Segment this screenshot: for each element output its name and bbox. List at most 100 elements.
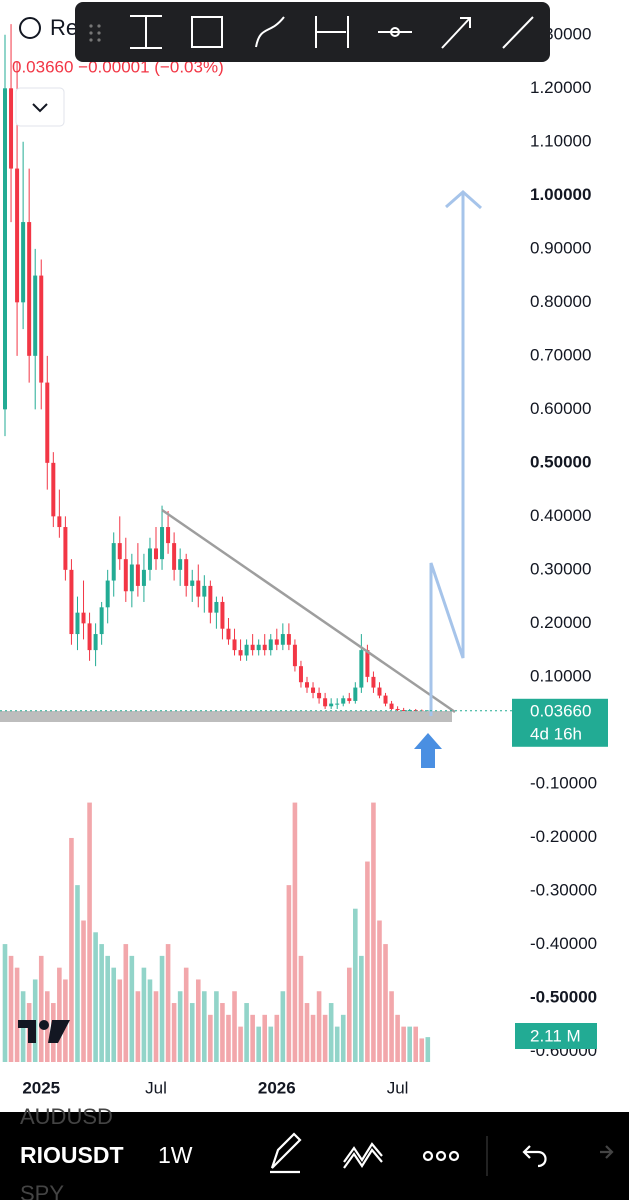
y-tick-label: 0.20000 — [530, 613, 591, 632]
tool-trend[interactable] — [502, 16, 534, 49]
draw-button[interactable] — [270, 1132, 302, 1174]
candle-body — [141, 569, 146, 586]
volume-bar — [340, 1014, 346, 1062]
volume-bar — [365, 861, 370, 1062]
bottom-bar — [0, 1112, 629, 1200]
y-tick-label: 0.60000 — [530, 399, 591, 418]
candle-body — [359, 650, 364, 688]
volume-bar — [346, 967, 352, 1062]
volume-bar — [389, 991, 394, 1062]
candle-body — [93, 634, 98, 651]
volume-bar — [244, 1003, 249, 1062]
candle-body — [292, 644, 297, 667]
candle-body — [323, 698, 328, 707]
candle-body — [21, 222, 26, 303]
symbol[interactable]: RIOUSDT — [20, 1142, 124, 1168]
interval[interactable]: 1W — [158, 1142, 193, 1168]
volume-bar — [232, 991, 237, 1062]
volume-bar — [395, 1014, 400, 1062]
volume-bar — [292, 802, 298, 1062]
volume-bar — [195, 979, 201, 1062]
volume-bar — [286, 885, 292, 1062]
candle-body — [335, 703, 340, 705]
symbol-icon — [19, 17, 41, 39]
volume-bar — [214, 991, 219, 1062]
y-tick-label: 1.10000 — [530, 131, 591, 150]
logo — [18, 1020, 70, 1043]
volume-bar — [413, 1026, 419, 1062]
candle-body — [172, 543, 177, 570]
y-tick-label: -0.20000 — [530, 827, 597, 846]
volume-bar — [99, 944, 104, 1062]
candle-body — [286, 634, 291, 645]
volume-bar — [268, 1026, 274, 1062]
candle-body — [99, 607, 104, 635]
candle-body — [81, 612, 86, 624]
volume-bar — [123, 944, 129, 1062]
volume-badge-label: 2.11 M — [530, 1026, 581, 1045]
candle-body — [75, 612, 80, 635]
x-tick-label: 2025 — [22, 1078, 60, 1097]
volume-bar — [171, 1003, 177, 1062]
volume-bar — [153, 991, 159, 1062]
volume-bar — [141, 967, 147, 1062]
volume-bar — [250, 1014, 255, 1062]
y-tick-label: -0.40000 — [530, 934, 597, 953]
candle-body — [214, 601, 219, 613]
volume-bar — [262, 1014, 268, 1062]
volume-bar — [135, 991, 141, 1062]
volume-bar — [328, 1003, 334, 1062]
tool-price-range[interactable] — [130, 15, 162, 49]
candle-body — [51, 462, 56, 517]
candle-body — [274, 639, 279, 645]
volume-bar — [57, 967, 62, 1062]
volume-bar — [425, 1037, 431, 1062]
volume-bar — [316, 991, 322, 1062]
candle-body — [311, 687, 316, 693]
tool-rectangle[interactable] — [191, 16, 223, 48]
candle-body — [63, 527, 68, 570]
volume-bar — [165, 944, 171, 1062]
candle-body — [250, 644, 255, 651]
candle-body — [27, 222, 32, 356]
candle-body — [166, 527, 171, 544]
volume-badge — [515, 1023, 597, 1049]
volume-bar — [238, 1026, 243, 1062]
volume-bar — [256, 1026, 261, 1062]
volume-bar — [159, 955, 165, 1062]
x-tick-label: Jul — [387, 1078, 409, 1097]
more-button[interactable] — [422, 1150, 460, 1162]
volume-bar — [280, 991, 286, 1062]
redo-button[interactable] — [600, 1145, 614, 1159]
volume-bar — [81, 920, 86, 1062]
candle-body — [135, 564, 140, 586]
candle-body — [244, 644, 249, 656]
trend-line — [161, 508, 456, 714]
y-tick-label: -0.50000 — [530, 987, 597, 1006]
volume-bar — [359, 955, 364, 1062]
candle-body — [196, 580, 201, 597]
candle-body — [389, 703, 394, 709]
volume-bar — [38, 955, 44, 1062]
candle-body — [69, 569, 74, 635]
volume-bar — [69, 837, 74, 1062]
indicators-button[interactable] — [343, 1142, 383, 1169]
candle-body — [317, 692, 322, 699]
volume-bar — [371, 802, 376, 1062]
candle-body — [371, 676, 376, 688]
y-tick-label: 0.90000 — [530, 238, 591, 257]
tool-arrow[interactable] — [441, 17, 471, 49]
volume-bar — [105, 955, 110, 1062]
candle-body — [147, 548, 152, 570]
volume-bar — [75, 885, 80, 1062]
candle-body — [87, 623, 92, 651]
undo-button[interactable] — [522, 1145, 547, 1168]
volume-bar — [383, 944, 388, 1062]
volume-bar — [93, 932, 98, 1062]
tool-path[interactable] — [255, 16, 285, 48]
y-tick-label: 0.30000 — [530, 559, 591, 578]
candle-body — [160, 527, 165, 560]
tool-date-range[interactable] — [315, 16, 349, 48]
collapse-button[interactable] — [15, 87, 65, 127]
candle-body — [33, 275, 38, 356]
